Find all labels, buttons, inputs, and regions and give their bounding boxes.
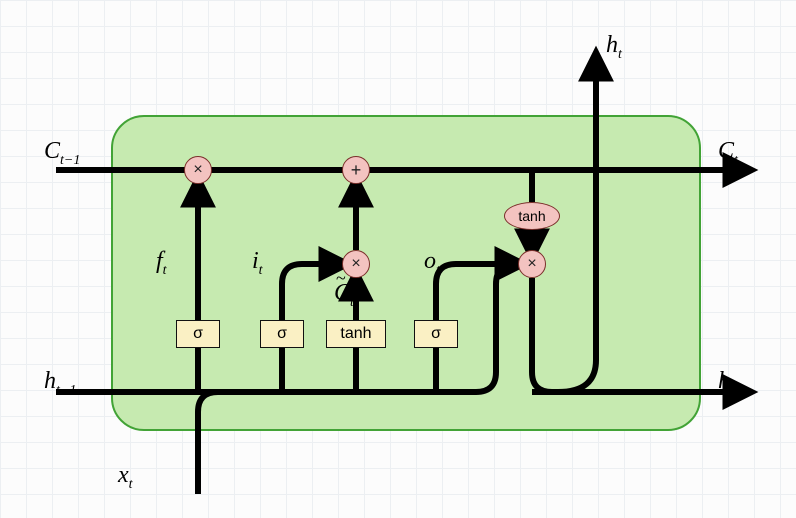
- op-mult-o: ×: [518, 250, 546, 278]
- gate-o-label: σ: [431, 325, 441, 343]
- label-h-out: ht: [718, 368, 734, 399]
- gate-f-label: σ: [193, 325, 203, 343]
- gate-o-sigma: σ: [414, 320, 458, 348]
- label-f: ft: [156, 248, 167, 279]
- gate-f-sigma: σ: [176, 320, 220, 348]
- label-x-in: xt: [118, 462, 133, 493]
- label-c-out: Ct: [718, 138, 738, 169]
- op-mult-f: ×: [184, 156, 212, 184]
- label-h-top: ht: [606, 32, 622, 63]
- gate-i-sigma: σ: [260, 320, 304, 348]
- label-c-tilde: ~ Ct: [334, 280, 354, 311]
- label-c-in: Ct−1: [44, 138, 80, 169]
- gate-i-label: σ: [277, 325, 287, 343]
- op-tanh-c-label: tanh: [518, 208, 545, 224]
- op-tanh-c: tanh: [504, 202, 560, 230]
- op-add-c: +: [342, 156, 370, 184]
- label-i: it: [252, 248, 263, 279]
- label-h-in: ht−1: [44, 368, 76, 399]
- op-mult-g: ×: [342, 250, 370, 278]
- lstm-svg: [0, 0, 796, 518]
- label-o: ot: [424, 248, 440, 279]
- gate-g-tanh: tanh: [326, 320, 386, 348]
- gate-g-label: tanh: [340, 325, 371, 343]
